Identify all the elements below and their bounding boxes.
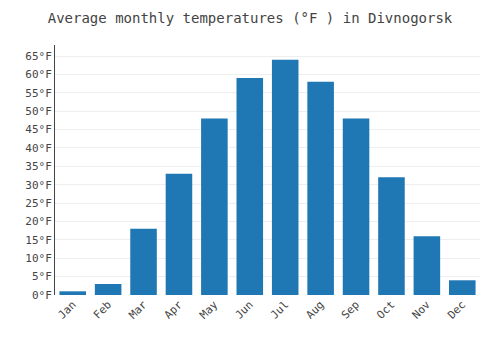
svg-text:65°F: 65°F xyxy=(25,50,52,63)
svg-text:25°F: 25°F xyxy=(25,197,52,210)
svg-text:Jan: Jan xyxy=(55,298,78,321)
svg-text:40°F: 40°F xyxy=(25,142,52,155)
svg-text:Jun: Jun xyxy=(233,298,256,321)
svg-text:55°F: 55°F xyxy=(25,87,52,100)
svg-text:35°F: 35°F xyxy=(25,160,52,173)
svg-text:May: May xyxy=(197,298,221,322)
svg-text:Jul: Jul xyxy=(268,298,291,321)
svg-text:Aug: Aug xyxy=(303,298,326,321)
svg-text:45°F: 45°F xyxy=(25,123,52,136)
svg-text:Sep: Sep xyxy=(339,298,362,321)
svg-text:Mar: Mar xyxy=(126,298,150,322)
svg-text:30°F: 30°F xyxy=(25,179,52,192)
svg-text:15°F: 15°F xyxy=(25,234,52,247)
svg-text:Dec: Dec xyxy=(445,298,468,321)
svg-text:Apr: Apr xyxy=(162,298,186,322)
svg-text:Average monthly temperatures (: Average monthly temperatures (°F ) in Di… xyxy=(48,10,453,26)
svg-text:5°F: 5°F xyxy=(32,270,52,283)
svg-text:50°F: 50°F xyxy=(25,105,52,118)
svg-text:Oct: Oct xyxy=(374,298,397,321)
svg-text:20°F: 20°F xyxy=(25,215,52,228)
svg-text:Feb: Feb xyxy=(91,298,114,321)
svg-text:Nov: Nov xyxy=(410,298,434,322)
svg-text:10°F: 10°F xyxy=(25,252,52,265)
svg-text:60°F: 60°F xyxy=(25,68,52,81)
svg-text:0°F: 0°F xyxy=(32,289,52,302)
